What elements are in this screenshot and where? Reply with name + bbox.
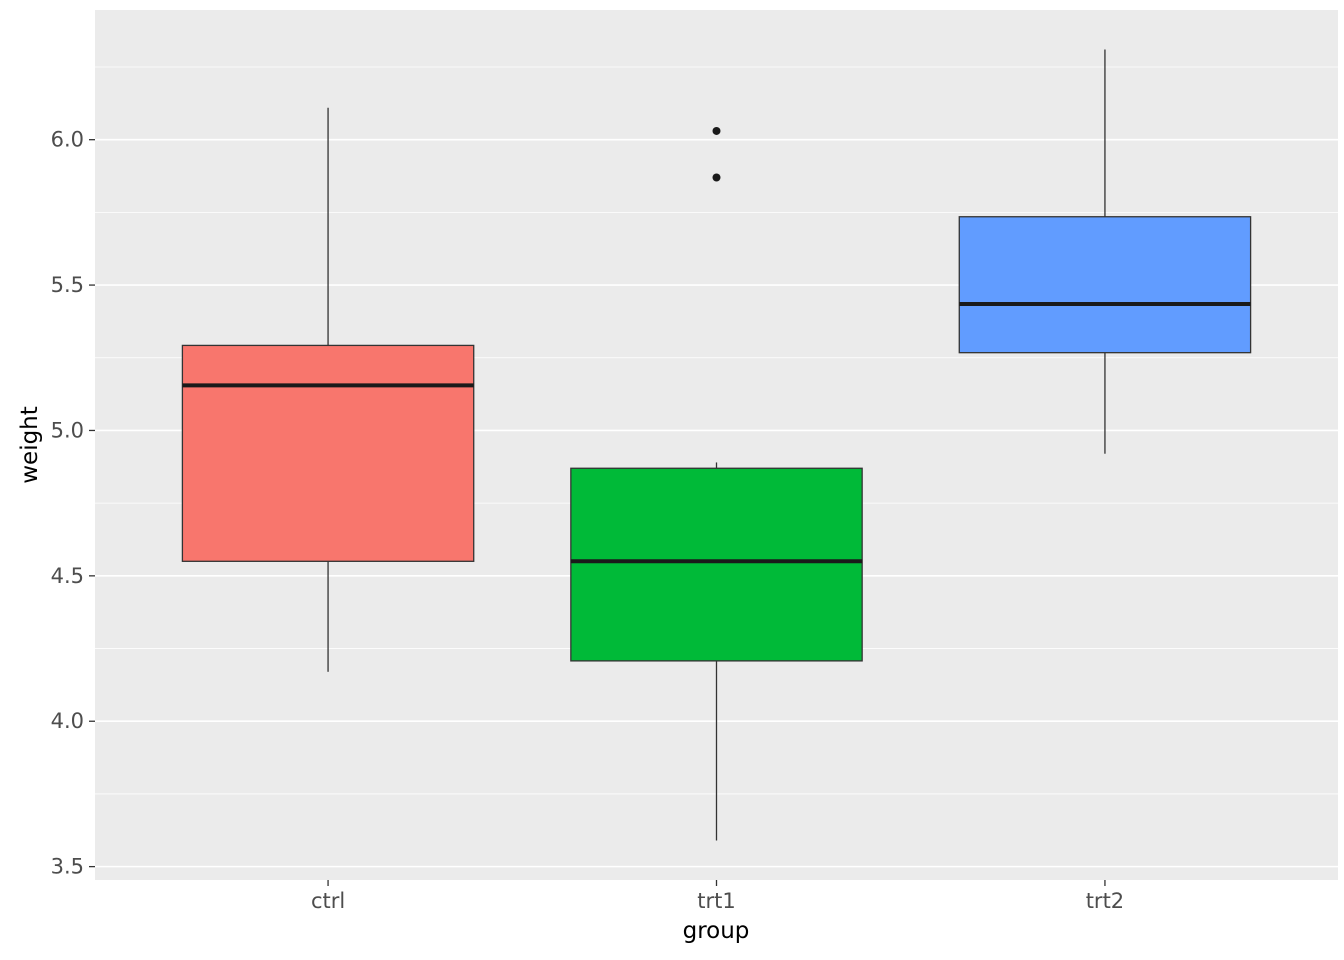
svg-text:6.0: 6.0 [51,128,84,152]
svg-text:3.5: 3.5 [51,855,84,879]
svg-text:trt1: trt1 [697,889,735,913]
y-axis-title: weight [17,406,43,484]
svg-text:5.5: 5.5 [51,273,84,297]
svg-text:ctrl: ctrl [311,889,345,913]
svg-text:5.0: 5.0 [51,418,84,442]
svg-text:4.0: 4.0 [51,709,84,733]
svg-text:trt2: trt2 [1086,889,1124,913]
x-axis-title: group [682,918,750,944]
svg-text:4.5: 4.5 [51,564,84,588]
